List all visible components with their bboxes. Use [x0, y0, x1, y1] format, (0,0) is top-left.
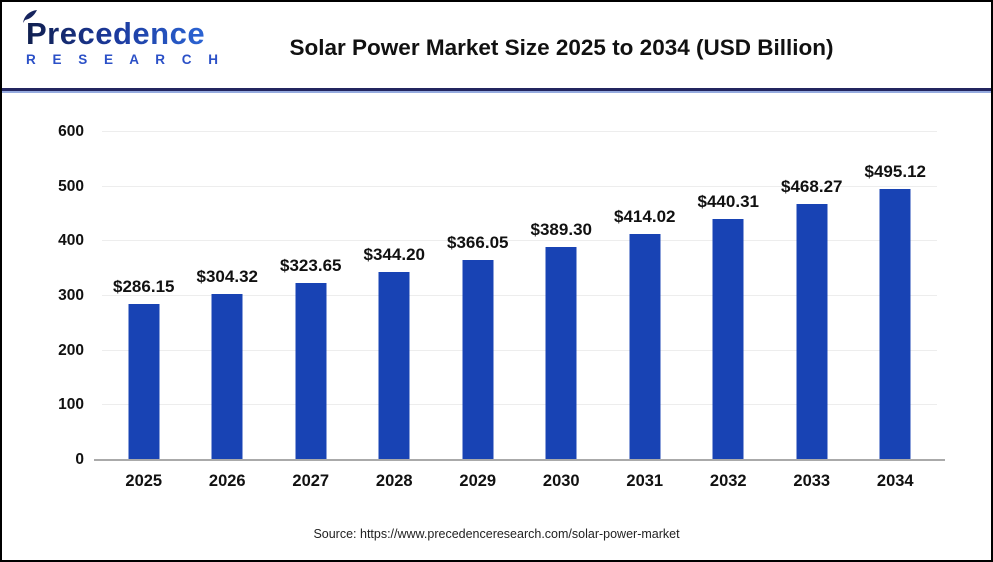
bar-chart: 0 100 200 300 400 500 600 $286.15 $304.32 $323.6… — [2, 93, 991, 560]
bar-column-2032: $440.31 — [687, 132, 771, 460]
logo-subtitle: R E S E A R C H — [26, 52, 225, 67]
bar-value-label-2028: $344.20 — [363, 244, 425, 264]
bar-value-label-2034: $495.12 — [864, 162, 926, 182]
chart-title: Solar Power Market Size 2025 to 2034 (US… — [289, 35, 834, 60]
y-tick-label-500: 500 — [58, 177, 84, 195]
x-tick-label-2031: 2031 — [626, 472, 664, 490]
bar-2033 — [796, 204, 828, 460]
y-tick-label-400: 400 — [58, 232, 84, 250]
gridline-100 — [102, 404, 937, 406]
bar-column-2028: $344.20 — [353, 132, 437, 460]
x-tick-label-2028: 2028 — [375, 472, 413, 490]
bar-value-label-2031: $414.02 — [614, 206, 676, 226]
bar-column-2029: $366.05 — [436, 132, 520, 460]
bar-column-2033: $468.27 — [770, 132, 854, 460]
y-tick-label-100: 100 — [58, 396, 84, 414]
y-tick-label-200: 200 — [58, 341, 84, 359]
bar-column-2031: $414.02 — [603, 132, 687, 460]
bar-2026 — [211, 293, 243, 460]
logo-wordmark: Precedence — [26, 18, 225, 49]
gridline-400 — [102, 240, 937, 242]
gridline-500 — [102, 185, 937, 187]
bar-value-label-2033: $468.27 — [781, 177, 843, 197]
bar-column-2030: $389.30 — [520, 132, 604, 460]
bar-2030 — [545, 247, 577, 460]
bar-2032 — [712, 219, 744, 460]
bar-column-2034: $495.12 — [854, 132, 938, 460]
leaf-icon — [23, 10, 37, 23]
bars-container: $286.15 $304.32 $323.65 $344.20 $366.05 $389.… — [102, 132, 937, 460]
bar-value-label-2032: $440.31 — [697, 192, 759, 212]
x-tick-label-2030: 2030 — [542, 472, 580, 490]
bar-column-2025: $286.15 — [102, 132, 186, 460]
x-tick-label-2029: 2029 — [459, 472, 497, 490]
bar-2028 — [378, 271, 410, 460]
bar-value-label-2027: $323.65 — [280, 256, 342, 276]
x-axis-labels: 2025 2026 2027 2028 2029 2030 2031 2032 2033 2034 — [102, 472, 937, 491]
gridline-600 — [102, 131, 937, 132]
bar-column-2026: $304.32 — [186, 132, 270, 460]
gridline-300 — [102, 295, 937, 296]
x-tick-label-2033: 2033 — [793, 472, 831, 490]
bar-2034 — [879, 189, 911, 460]
y-tick-label-300: 300 — [58, 287, 84, 304]
source-text: Source: https://www.precedenceresearch.c… — [313, 527, 680, 541]
bar-value-label-2029: $366.05 — [447, 232, 509, 252]
y-tick-label-0: 0 — [75, 451, 84, 468]
bar-value-label-2030: $389.30 — [530, 220, 592, 240]
x-tick-label-2027: 2027 — [292, 472, 330, 490]
header: Precedence R E S E A R C H Solar Power M… — [2, 2, 991, 91]
x-axis-line — [94, 459, 945, 461]
bar-value-label-2026: $304.32 — [196, 266, 258, 286]
y-tick-label-600: 600 — [58, 123, 84, 140]
bar-2025 — [128, 303, 160, 460]
bar-value-label-2025: $286.15 — [113, 276, 175, 296]
x-tick-label-2032: 2032 — [709, 472, 747, 490]
x-tick-label-2025: 2025 — [125, 472, 163, 490]
plot-area: $286.15 $304.32 $323.65 $344.20 $366.05 $389.… — [94, 131, 945, 461]
bar-2027 — [295, 283, 327, 460]
x-tick-label-2034: 2034 — [876, 472, 914, 490]
y-axis: 0 100 200 300 400 500 600 — [2, 123, 92, 468]
bar-2031 — [629, 233, 661, 460]
bar-2029 — [462, 259, 494, 460]
gridline-200 — [102, 349, 937, 351]
x-tick-label-2026: 2026 — [208, 472, 246, 490]
bar-column-2027: $323.65 — [269, 132, 353, 460]
precedence-research-logo: Precedence R E S E A R C H — [26, 18, 225, 67]
